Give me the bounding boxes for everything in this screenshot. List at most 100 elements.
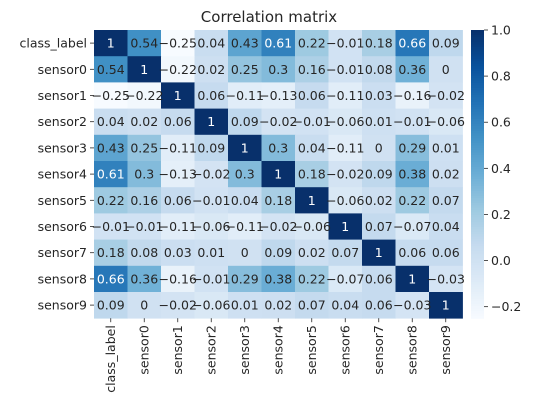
heatmap-cell-4-4 (228, 134, 262, 162)
heatmap-cell-label-4-9: 0.29 (398, 140, 426, 155)
heatmap-cell-label-5-9: 0.38 (398, 167, 426, 182)
colorbar-segment-78 (471, 217, 484, 221)
heatmap-cell-10-0 (94, 292, 128, 319)
colorbar-segment-31 (471, 104, 484, 108)
heatmap-cell-label-4-6: 0.04 (298, 140, 326, 155)
heatmap-cell-label-9-2: −0.16 (159, 271, 197, 286)
heatmap-cell-label-9-4: 0.29 (231, 271, 259, 286)
heatmap-cell-3-4 (228, 108, 262, 136)
colorbar-segment-118 (471, 313, 484, 317)
colorbar: −0.2 0.0 0.2 0.4 0.6 0.8 1.0 (471, 23, 521, 319)
heatmap-cell-label-3-2: 0.06 (164, 114, 192, 129)
heatmap-cell-label-5-0: 0.61 (97, 167, 125, 182)
colorbar-segment-94 (471, 255, 484, 259)
heatmap-cell-label-8-2: 0.03 (164, 245, 192, 260)
heatmap-cell-label-8-1: 0.08 (130, 245, 158, 260)
heatmap-cell-label-7-4: −0.11 (226, 219, 264, 234)
heatmap-cell-label-1-6: 0.16 (298, 62, 326, 77)
heatmap-cell-label-3-3: 1 (207, 114, 215, 129)
colorbar-segment-66 (471, 188, 484, 192)
heatmap-cell-label-10-8: 0.06 (365, 298, 393, 313)
heatmap-cell-9-9 (395, 265, 430, 293)
colorbar-tick-label-6: 1.0 (491, 23, 511, 38)
heatmap-cell-label-8-4: 0 (241, 245, 249, 260)
heatmap-cell-label-1-3: 0.02 (197, 62, 225, 77)
y-tick-label-0: class_label (19, 36, 87, 51)
heatmap-cell-1-5 (261, 56, 296, 83)
y-tick-label-6: sensor5 (38, 193, 87, 208)
colorbar-segment-7 (471, 46, 484, 50)
heatmap-cell-label-5-6: 0.18 (298, 167, 326, 182)
colorbar-segment-52 (471, 154, 484, 158)
x-tick-label-2: sensor1 (170, 325, 185, 374)
heatmap-cell-4-0 (94, 134, 128, 162)
colorbar-segment-38 (471, 121, 484, 125)
heatmap-cell-0-10 (429, 30, 463, 57)
heatmap-cell-label-3-1: 0.02 (130, 114, 158, 129)
colorbar-segment-29 (471, 99, 484, 103)
heatmap-cell-label-3-0: 0.04 (97, 114, 125, 129)
heatmap-cell-label-2-8: 0.03 (365, 88, 393, 103)
colorbar-segment-101 (471, 272, 484, 276)
colorbar-segment-47 (471, 142, 484, 146)
heatmap-cell-5-0 (94, 161, 128, 188)
heatmap-cell-label-1-10: 0 (442, 62, 450, 77)
heatmap-cell-1-6 (295, 56, 329, 83)
colorbar-segment-17 (471, 70, 484, 74)
heatmap-cell-9-7 (328, 265, 363, 293)
heatmap-cell-label-8-0: 0.18 (97, 245, 125, 260)
colorbar-segment-80 (471, 222, 484, 226)
heatmap-cell-label-10-4: 0.01 (231, 298, 259, 313)
heatmap-cell-3-8 (362, 108, 396, 136)
heatmap-cell-5-2 (161, 161, 195, 188)
heatmap-cell-label-4-3: 0.09 (197, 140, 225, 155)
heatmap-cell-label-6-2: 0.06 (164, 193, 192, 208)
heatmap-cell-2-10 (429, 82, 463, 109)
heatmap-cell-label-8-8: 1 (375, 245, 383, 260)
colorbar-segment-28 (471, 97, 484, 101)
heatmap-cell-label-5-7: −0.02 (326, 167, 364, 182)
heatmap-cell-3-0 (94, 108, 128, 136)
heatmap-cell-label-8-10: 0.06 (432, 245, 460, 260)
colorbar-tick-label-3: 0.4 (491, 161, 511, 176)
heatmap-cell-1-3 (194, 56, 229, 83)
heatmap-cell-label-3-7: −0.06 (326, 114, 364, 129)
colorbar-segment-20 (471, 78, 484, 82)
heatmap-cell-label-7-1: −0.01 (125, 219, 163, 234)
colorbar-segment-88 (471, 241, 484, 245)
y-axis: class_label sensor0 sensor1 sensor2 sensor3 s… (19, 36, 94, 313)
colorbar-segment-55 (471, 162, 484, 166)
heatmap-cell-label-10-9: −0.03 (393, 298, 431, 313)
x-tick-label-3: sensor2 (204, 325, 219, 374)
colorbar-segment-0 (471, 30, 484, 34)
x-tick-label-6: sensor5 (304, 325, 319, 374)
heatmap-cell-6-2 (161, 187, 195, 214)
heatmap-cell-7-8 (362, 213, 396, 240)
colorbar-segment-68 (471, 193, 484, 197)
heatmap-cell-label-0-0: 1 (107, 36, 115, 51)
heatmap-cell-2-7 (328, 82, 363, 109)
colorbar-segment-43 (471, 133, 484, 137)
colorbar-segment-115 (471, 306, 484, 310)
colorbar-segment-4 (471, 39, 484, 43)
heatmap-cell-5-8 (362, 161, 396, 188)
heatmap-cell-6-5 (261, 187, 296, 214)
colorbar-segment-104 (471, 279, 484, 283)
heatmap-cell-2-2 (161, 82, 195, 109)
heatmap-cell-2-3 (194, 82, 229, 109)
colorbar-segment-41 (471, 128, 484, 132)
heatmap-cell-10-1 (127, 292, 162, 319)
heatmap-cell-5-4 (228, 161, 262, 188)
heatmap-cell-9-5 (261, 265, 296, 293)
heatmap-cell-label-8-6: 0.02 (298, 245, 326, 260)
colorbar-segment-83 (471, 229, 484, 233)
colorbar-segment-62 (471, 178, 484, 182)
heatmap-cell-label-0-1: 0.54 (130, 36, 158, 51)
heatmap-cell-9-0 (94, 265, 128, 293)
heatmap-cell-9-3 (194, 265, 229, 293)
heatmap-cells (94, 30, 463, 319)
colorbar-segment-75 (471, 210, 484, 214)
colorbar-segment-57 (471, 166, 484, 170)
heatmap-cell-4-8 (362, 134, 396, 162)
